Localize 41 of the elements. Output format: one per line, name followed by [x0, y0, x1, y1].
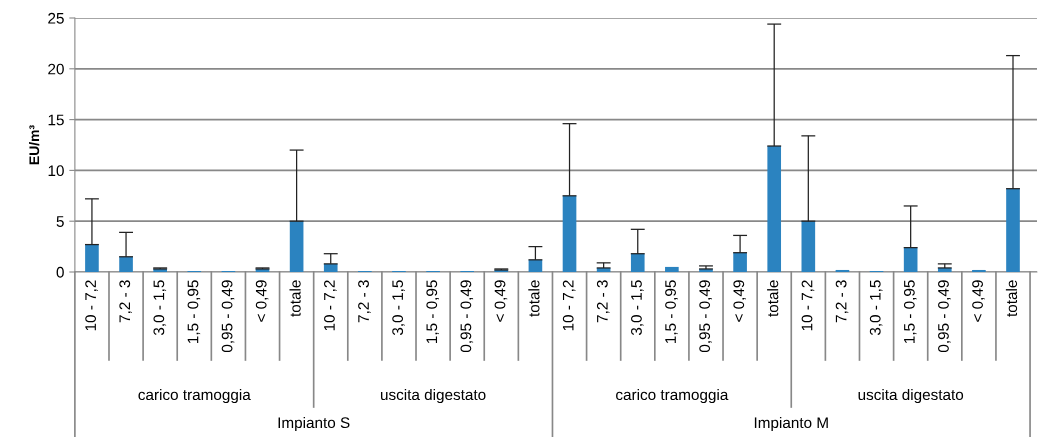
x-tick-label: < 0,49: [733, 280, 746, 322]
x-tick-label: 1,5 - 0,95: [426, 280, 439, 343]
y-tick-label: 5: [56, 216, 64, 227]
y-axis-title: EU/m³: [28, 125, 40, 165]
x-tick-label: 1,5 - 0,95: [665, 280, 678, 343]
text: carico tramoggia: [616, 388, 729, 404]
x-tick-label: 7,2 - 3: [119, 280, 132, 323]
x-tick-label: < 0,49: [255, 280, 269, 322]
x-tick-label: 0,95 - 0,49: [221, 280, 235, 353]
x-tick-label: 10 - 7,2: [324, 280, 337, 331]
x-tick-label: < 0,49: [494, 280, 508, 322]
x-tick-label: 3,0 - 1,5: [153, 280, 167, 336]
x-tick-label: 0,95 - 0,49: [460, 280, 474, 353]
x-tick-label: totale: [1005, 280, 1018, 317]
x-tick-label: 0,95 - 0,49: [938, 280, 951, 353]
x-tick-label: 7,2 - 3: [358, 280, 371, 323]
x-tick-label: totale: [528, 280, 540, 317]
x-tick-label: 10 - 7,2: [85, 280, 98, 331]
x-tick-label: 10 - 7,2: [562, 280, 576, 331]
x-tick-label: 7,2 - 3: [596, 280, 610, 323]
x-tick-label: < 0,49: [972, 280, 985, 322]
x-tick-label: totale: [767, 280, 779, 317]
text: uscita digestato: [380, 388, 486, 404]
text: Impianto M: [754, 416, 828, 432]
x-tick-label: 7,2 - 3: [835, 280, 849, 323]
y-tick-label: 25: [48, 12, 64, 24]
text: uscita digestato: [858, 388, 964, 404]
x-tick-label: 3,0 - 1,5: [869, 280, 883, 336]
y-tick-label: 20: [48, 63, 64, 75]
y-tick-label: 0: [56, 266, 64, 278]
text: carico tramoggia: [138, 388, 251, 404]
x-tick-label: 3,0 - 1,5: [631, 280, 644, 336]
x-tick-label: 1,5 - 0,95: [903, 280, 917, 343]
text: Impianto S: [278, 416, 350, 432]
y-tick-label: 10: [48, 165, 64, 177]
x-tick-label: 10 - 7,2: [801, 280, 815, 331]
x-tick-label: 1,5 - 0,95: [187, 280, 201, 343]
x-tick-label: 0,95 - 0,49: [699, 280, 712, 353]
x-tick-label: 3,0 - 1,5: [392, 280, 405, 336]
x-tick-label: totale: [289, 280, 301, 317]
y-tick-label: 15: [48, 114, 64, 126]
